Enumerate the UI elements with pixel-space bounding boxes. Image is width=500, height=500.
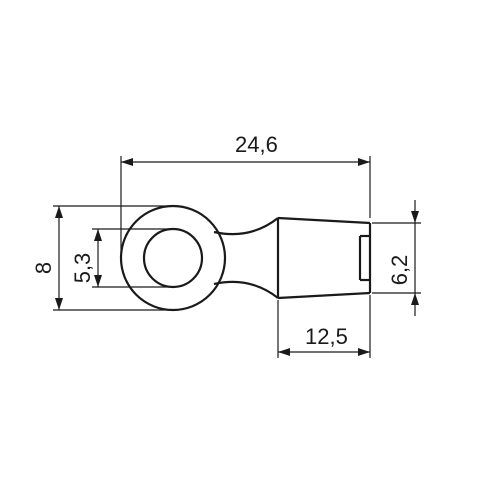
ring-outer (121, 206, 225, 310)
neck-top (214, 218, 278, 234)
ring-bore (144, 229, 202, 287)
drawing-canvas: 24,6 12,5 8 5,3 6,2 (0, 0, 500, 500)
dim-barrel-length: 12,5 (305, 324, 348, 349)
barrel-top (278, 218, 370, 223)
ring-terminal (121, 206, 370, 310)
dim-ring-outer: 8 (31, 262, 56, 274)
dim-ring-bore: 5,3 (70, 253, 95, 284)
extension-lines (53, 156, 421, 358)
dim-overall-length: 24,6 (235, 132, 278, 157)
dim-barrel-dia: 6,2 (387, 255, 412, 286)
neck-bot (214, 282, 278, 298)
barrel-bot (278, 293, 370, 298)
